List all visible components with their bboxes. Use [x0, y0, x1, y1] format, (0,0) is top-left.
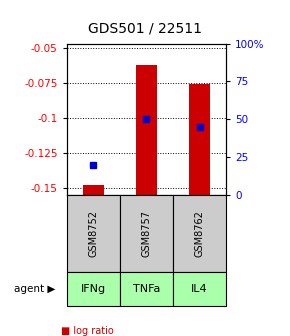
- Bar: [67, 195, 120, 272]
- Bar: [120, 195, 173, 272]
- Text: agent ▶: agent ▶: [14, 284, 55, 294]
- Bar: [67, 272, 120, 306]
- Text: IFNg: IFNg: [81, 284, 106, 294]
- Bar: [173, 272, 226, 306]
- Bar: [173, 195, 226, 272]
- Bar: [136, 65, 157, 195]
- Bar: [120, 272, 173, 306]
- Bar: [83, 185, 104, 195]
- Text: TNFa: TNFa: [133, 284, 160, 294]
- Text: ■ log ratio: ■ log ratio: [61, 326, 114, 336]
- Text: GSM8757: GSM8757: [142, 210, 151, 257]
- Text: GDS501 / 22511: GDS501 / 22511: [88, 22, 202, 36]
- Text: GSM8752: GSM8752: [88, 210, 98, 257]
- Bar: [189, 84, 210, 195]
- Text: GSM8762: GSM8762: [195, 210, 205, 257]
- Text: IL4: IL4: [191, 284, 208, 294]
